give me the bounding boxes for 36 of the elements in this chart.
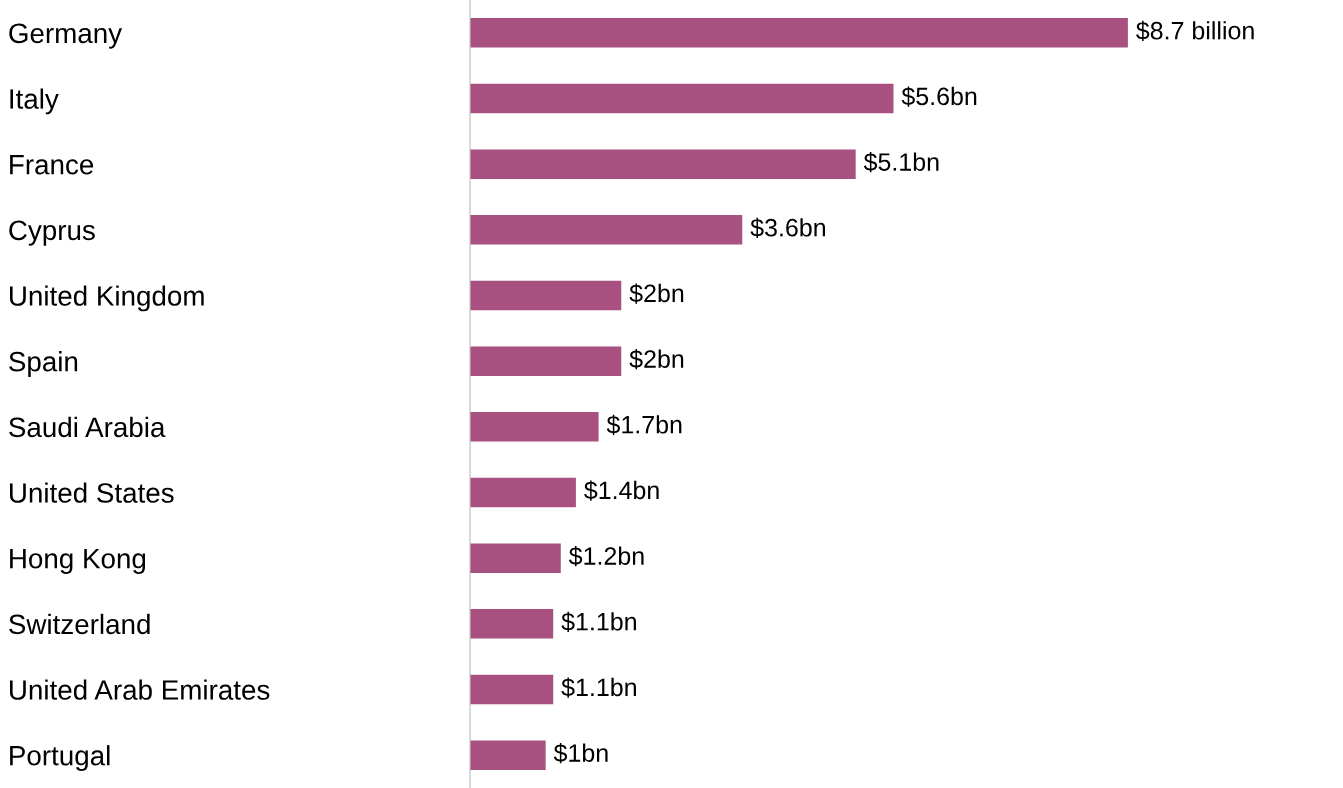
y-tick-label: United Kingdom <box>10 285 204 312</box>
data-label: $1bn <box>553 743 608 764</box>
data-label: $5.1bn <box>863 152 939 173</box>
y-tick-label: France <box>10 155 94 175</box>
data-label: $1.4bn <box>584 480 659 501</box>
data-label: $2bn <box>629 283 684 304</box>
y-tick-label: Portugal <box>10 745 110 771</box>
data-label: $5.6bn <box>901 86 977 107</box>
bar <box>470 477 576 508</box>
bar <box>470 740 546 770</box>
data-label: $1.1bn <box>561 677 636 698</box>
bar <box>470 543 561 573</box>
bar <box>470 215 743 245</box>
data-label: $1.1bn <box>561 611 636 633</box>
data-label: $1.2bn <box>568 546 644 567</box>
bar <box>470 346 622 376</box>
bar <box>470 609 554 639</box>
bar <box>470 149 856 179</box>
y-tick-label: Cyprus <box>9 220 95 246</box>
data-label: $1.7bn <box>606 414 682 436</box>
y-tick-label: United Arab Emirates <box>10 679 270 700</box>
data-label: $2bn <box>629 349 684 370</box>
y-tick-label: Saudi Arabia <box>9 416 166 438</box>
data-label: $3.6bn <box>750 217 825 239</box>
bar <box>470 18 1128 48</box>
y-tick-label: Italy <box>10 88 59 115</box>
bar <box>470 83 894 114</box>
bar <box>470 674 554 705</box>
bar <box>470 280 622 311</box>
y-tick-label: Germany <box>9 23 123 49</box>
y-tick-label: United States <box>10 482 174 503</box>
y-tick-label: Spain <box>9 351 78 377</box>
y-tick-label: Hong Kong <box>10 549 146 574</box>
y-tick-label: Switzerland <box>9 613 150 635</box>
data-label: $8.7 billion <box>1136 20 1254 42</box>
bar <box>470 412 599 442</box>
